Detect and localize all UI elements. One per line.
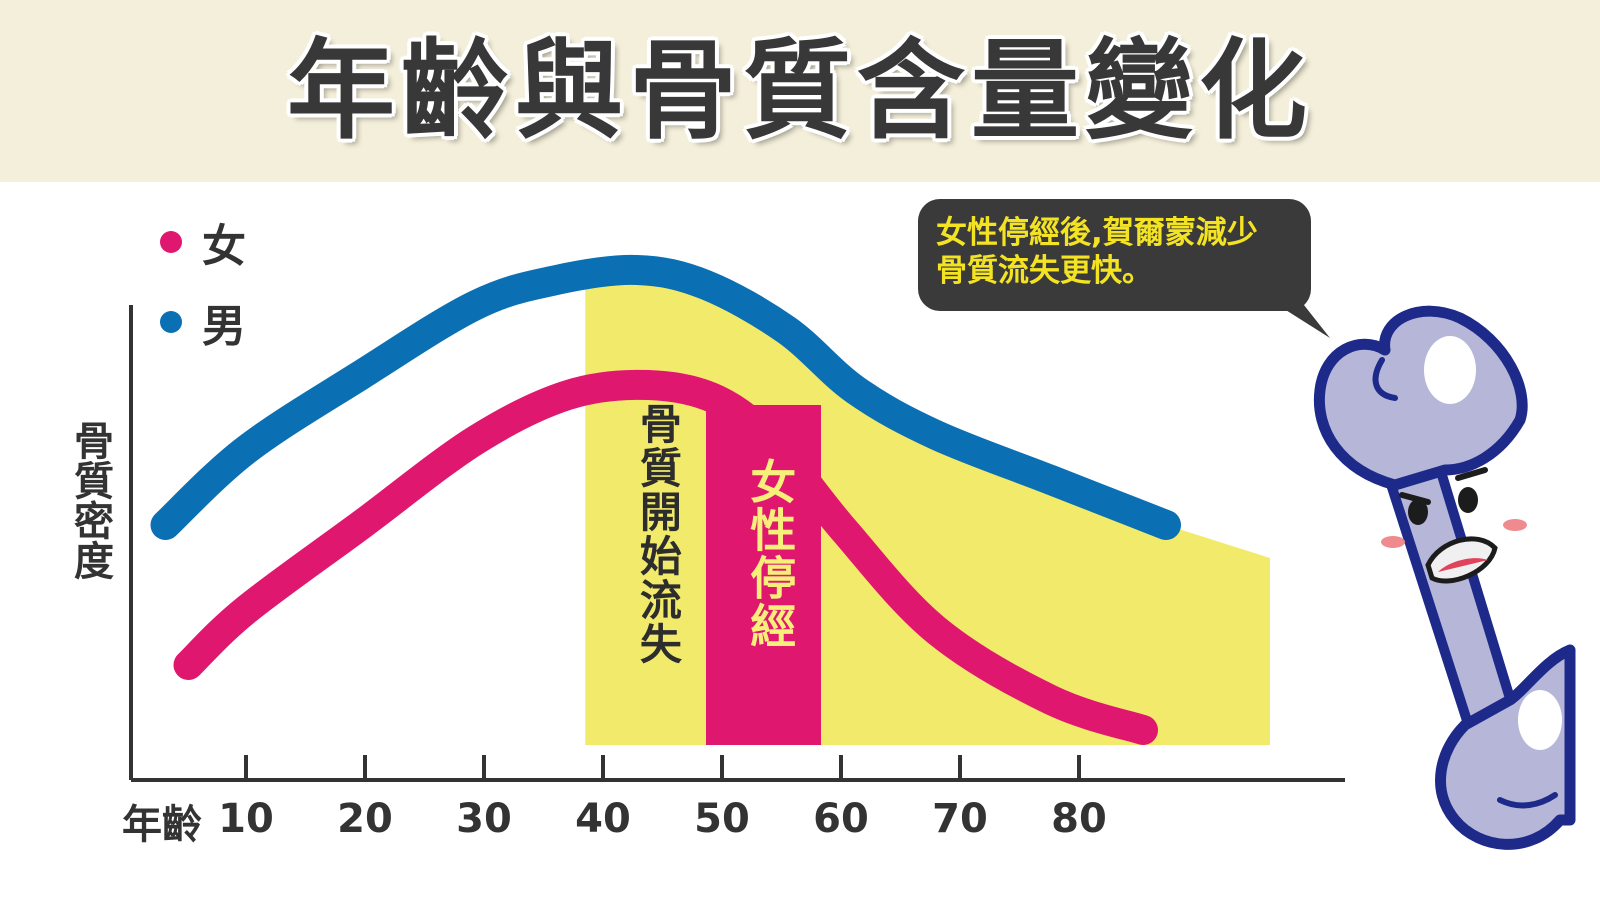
x-tick-label-80: 80 [1051,796,1107,842]
male-curve [150,254,1181,540]
x-axis-label: 年齡 [122,802,202,848]
x-tick-label-70: 70 [932,796,988,842]
x-tick-label-20: 20 [337,796,393,842]
title-banner: 年齡與骨質含量變化 [0,0,1600,182]
x-tick-label-40: 40 [575,796,631,842]
legend-male-dot [160,311,182,333]
legend-male: 男 [160,290,246,354]
speech-bubble-text: 女性停經後,賀爾蒙減少 骨質流失更快。 [936,214,1306,290]
angry-bone-character-icon [1313,305,1576,850]
x-tick-label-60: 60 [813,796,869,842]
legend-female-dot [160,231,182,253]
speech-bubble-line-2: 骨質流失更快。 [936,253,1153,289]
speech-bubble [918,199,1311,311]
speech-bubble-line-1: 女性停經後,賀爾蒙減少 [936,215,1258,251]
y-axis-label: 骨質密度 [67,420,113,580]
menopause-zone-label: 女性停經 [743,458,798,650]
page-title: 年齡與骨質含量變化 [286,29,1313,154]
x-tick-label-10: 10 [218,796,274,842]
female-curve [173,369,1158,745]
x-tick-label-30: 30 [456,796,512,842]
legend-female: 女 [160,210,246,274]
bone-loss-zone-label: 骨質開始流失 [633,402,683,666]
legend-female-label: 女 [202,221,246,272]
bone-loss-zone [585,270,1270,745]
x-tick-label-50: 50 [694,796,750,842]
legend-male-label: 男 [202,301,246,352]
